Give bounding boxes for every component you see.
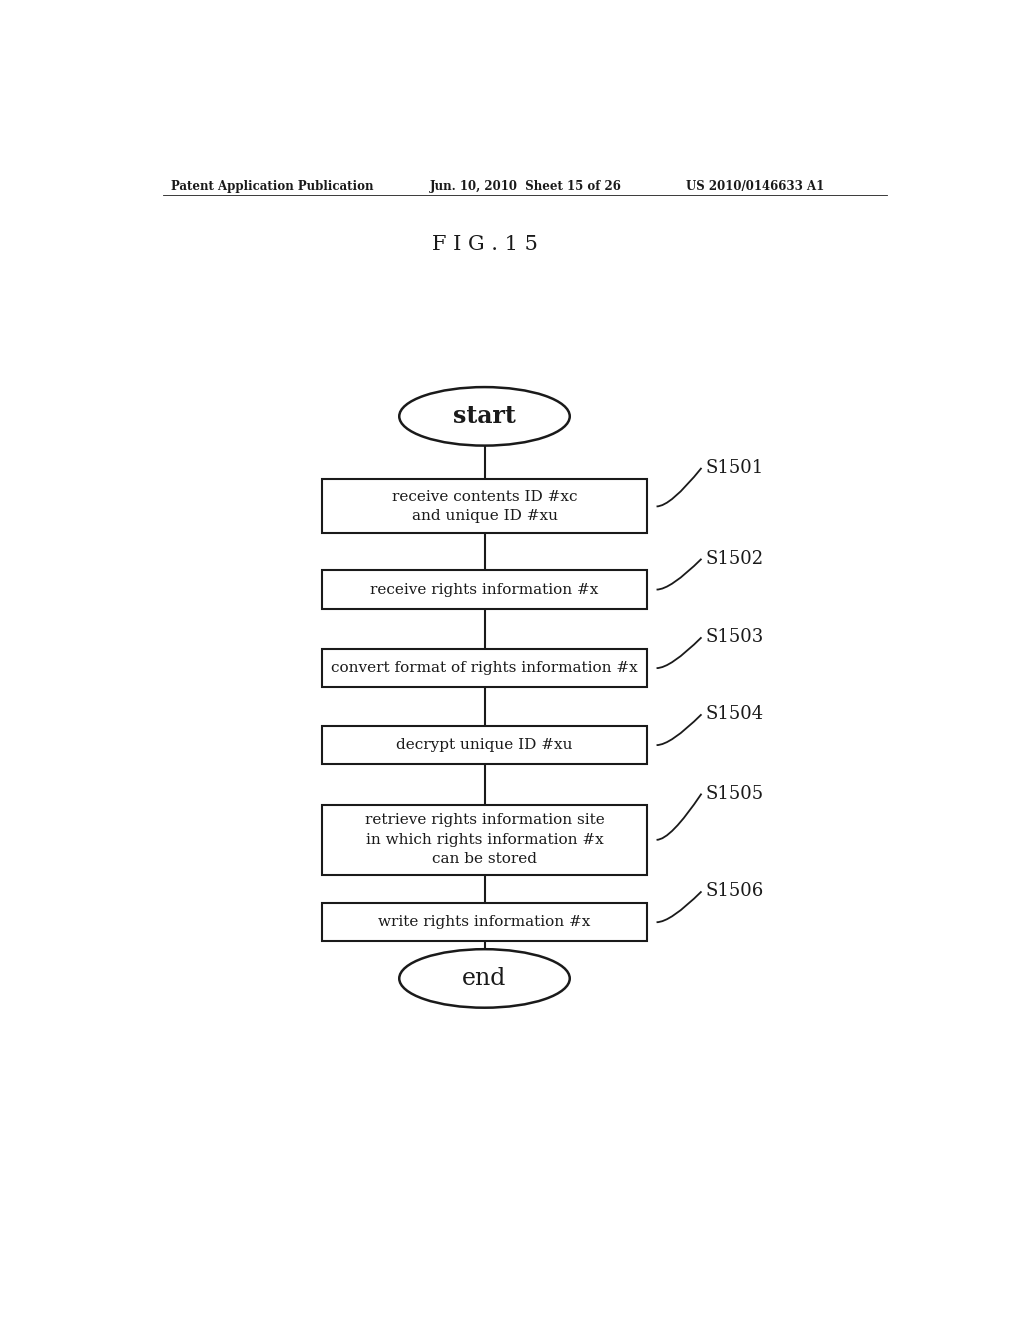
Text: S1503: S1503: [706, 628, 764, 647]
Text: Patent Application Publication: Patent Application Publication: [171, 180, 373, 193]
FancyBboxPatch shape: [322, 726, 647, 764]
Text: retrieve rights information site
in which rights information #x
can be stored: retrieve rights information site in whic…: [365, 813, 604, 866]
Text: Jun. 10, 2010  Sheet 15 of 26: Jun. 10, 2010 Sheet 15 of 26: [430, 180, 623, 193]
Text: S1506: S1506: [706, 883, 764, 900]
Ellipse shape: [399, 949, 569, 1007]
Text: write rights information #x: write rights information #x: [378, 915, 591, 929]
FancyBboxPatch shape: [322, 479, 647, 533]
Text: S1504: S1504: [706, 705, 764, 723]
FancyBboxPatch shape: [322, 903, 647, 941]
Text: start: start: [454, 404, 516, 429]
FancyBboxPatch shape: [322, 570, 647, 609]
FancyBboxPatch shape: [322, 649, 647, 688]
Text: S1502: S1502: [706, 550, 764, 568]
FancyBboxPatch shape: [322, 805, 647, 875]
Text: S1505: S1505: [706, 784, 764, 803]
Text: receive rights information #x: receive rights information #x: [371, 582, 599, 597]
Text: US 2010/0146633 A1: US 2010/0146633 A1: [686, 180, 824, 193]
Text: end: end: [462, 968, 507, 990]
Text: convert format of rights information #x: convert format of rights information #x: [331, 661, 638, 675]
Text: F I G . 1 5: F I G . 1 5: [431, 235, 538, 255]
Ellipse shape: [399, 387, 569, 446]
Text: S1501: S1501: [706, 459, 764, 477]
Text: decrypt unique ID #xu: decrypt unique ID #xu: [396, 738, 572, 752]
Text: receive contents ID #xc
and unique ID #xu: receive contents ID #xc and unique ID #x…: [392, 490, 578, 523]
